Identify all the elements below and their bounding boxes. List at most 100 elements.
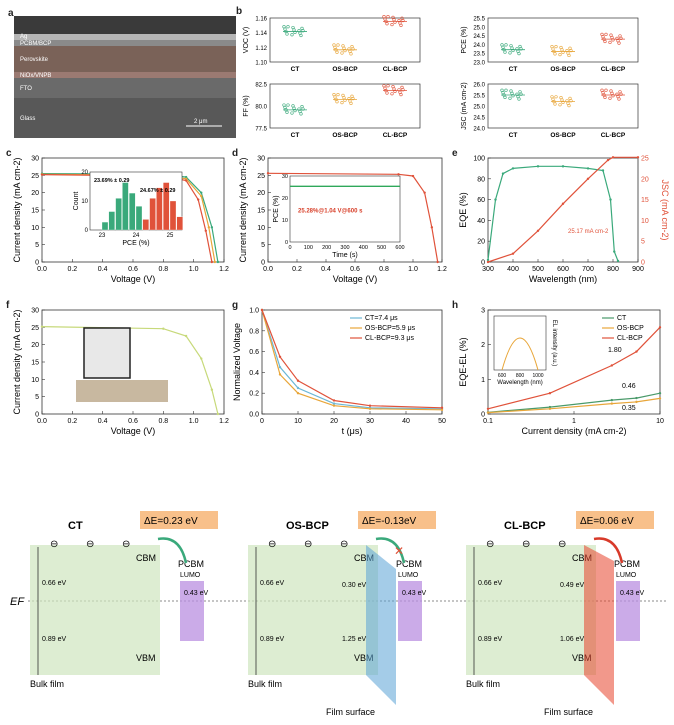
- g-xtick-label: 10: [294, 418, 302, 425]
- panel-d: d 0.0 0.2 0.4 0.6 0.8 1.0 1.2 0 5 10 15 20 25 30 Volta…: [232, 148, 452, 298]
- b-ff-dot: [351, 96, 355, 101]
- c-series-point: [184, 177, 188, 180]
- b-voc-category: CL-BCP: [383, 66, 408, 73]
- b-ff-category: CL-BCP: [383, 132, 408, 139]
- h-xtick-label: 0.1: [483, 418, 493, 425]
- b-pce-dot: [504, 43, 508, 47]
- b-jsc-category: CT: [509, 132, 518, 139]
- b-ff-dot: [290, 111, 294, 115]
- panel-h: h 0.1 1 10 0 1 2 3 Current density (mA cm-2) EQE…: [452, 300, 670, 452]
- c-series-point: [184, 179, 188, 182]
- b-pce-dot: [619, 36, 623, 40]
- g-legend-label: CL-BCP=9.3 μs: [365, 335, 414, 342]
- h-inset-xtick: 1000: [532, 373, 543, 379]
- h-series-point: [548, 392, 552, 395]
- c-series-point: [200, 191, 203, 194]
- g-ytick-label: 1.0: [249, 308, 259, 315]
- b-voc-dot: [349, 52, 353, 56]
- b-ff-dot: [401, 88, 405, 92]
- d-ytick-label: 30: [257, 156, 265, 163]
- g-xtick-label: 30: [366, 418, 374, 425]
- b-jsc-dot: [619, 92, 623, 96]
- band-transfer-arrow: [375, 537, 406, 564]
- b-jsc-dot: [553, 102, 557, 106]
- b-voc-dot: [393, 20, 397, 24]
- c-series-point: [210, 260, 214, 264]
- c-ytick-label: 20: [31, 190, 39, 197]
- band-electron-icon: ⊖: [340, 539, 348, 550]
- f-ytick-label: 30: [31, 308, 39, 315]
- b-voc-dot: [290, 33, 294, 37]
- g-ytick-label: 0.2: [249, 391, 259, 398]
- c-series-point: [184, 175, 188, 179]
- sem-layer-glass: Glass: [20, 116, 35, 122]
- band-top-value: 0.66 eV: [260, 580, 284, 587]
- panel-c: c 0.0 0.2 0.4 0.6 0.8 1.0 1.2 0 5 10 15 20 25 30 Volta…: [6, 148, 234, 298]
- h-legend-label: OS-BCP: [617, 325, 644, 332]
- band-de-box: [140, 511, 218, 529]
- band-electron-icon: ⊖: [486, 539, 494, 550]
- e-eqe-series-point: [494, 198, 497, 201]
- e-eqe-series-point: [609, 198, 612, 201]
- g-xtick-label: 20: [330, 418, 338, 425]
- e-eqe-series-point: [613, 250, 616, 253]
- band-bottom-value: 0.89 eV: [478, 636, 502, 643]
- c-series-point: [204, 229, 207, 232]
- band-electron-icon: ⊖: [86, 539, 94, 550]
- b-voc-category: OS-BCP: [332, 66, 358, 73]
- d-xtick-label: 1.0: [408, 266, 418, 273]
- panel-g-chart: 0 10 20 30 40 50 0.0 0.2 0.4 0.6 0.8 1.0 t (μs) Norma…: [232, 308, 446, 437]
- band-electron-icon: ⊖: [122, 539, 130, 550]
- b-pce-dot: [558, 53, 562, 57]
- c-inset-bar: [122, 182, 129, 231]
- b-jsc-dot: [503, 95, 507, 99]
- e-xtick-label: 900: [632, 266, 644, 273]
- e-xtick-label: 700: [582, 266, 594, 273]
- band-bulk-label: Bulk film: [466, 679, 500, 689]
- b-jsc-dot: [603, 95, 607, 99]
- d-inset-ytick: 10: [282, 218, 288, 224]
- b-jsc-ytick-label: 25.5: [473, 94, 485, 100]
- d-inset-ytick: 30: [282, 174, 288, 180]
- h-xtick-label: 1: [572, 418, 576, 425]
- f-series-point: [40, 325, 44, 328]
- d-inset-ytick: 0: [285, 240, 288, 246]
- g-legend-label: OS-BCP=5.9 μs: [365, 325, 416, 332]
- e-annotation: 25.17 mA cm-2: [568, 229, 609, 235]
- g-series-point: [332, 399, 336, 402]
- d-inset-xtick: 600: [395, 245, 404, 251]
- g-xlabel: t (μs): [342, 426, 363, 436]
- g-legend-label: CT=7.4 μs: [365, 315, 398, 322]
- d-ytick-label: 5: [261, 242, 265, 249]
- b-pce-dot: [561, 50, 565, 54]
- panel-b-plots: 1.16 1.14 1.12 1.10 VOC (V) CT OS-BCP CL-BCP 25.…: [243, 14, 639, 139]
- g-ytick-label: 0.8: [249, 328, 259, 335]
- b-voc-dot: [299, 33, 303, 38]
- g-xtick-label: 0: [260, 418, 264, 425]
- b-ff-dot: [393, 89, 397, 93]
- b-jsc-dot: [611, 94, 615, 98]
- b-jsc-dot: [567, 103, 571, 108]
- e-eqe-series-point: [601, 169, 605, 172]
- d-inset-xtick: 500: [377, 245, 386, 251]
- band-vbm-label: VBM: [136, 653, 156, 663]
- band-de-label: ΔE=-0.13eV: [362, 516, 417, 527]
- b-pce-dot: [519, 47, 523, 51]
- b-ff-dot: [286, 103, 290, 107]
- sem-layer-fto: FTO: [20, 86, 32, 92]
- panel-e: e 300 400 500 600 700 800 900 0 20 40 60 80 100 Wavel…: [452, 148, 670, 298]
- b-pce-dot: [503, 50, 507, 54]
- band-pcbm-label: PCBM: [178, 559, 204, 569]
- h-annotation-1: 1.80: [608, 347, 622, 354]
- band-bottom-value: 0.89 eV: [42, 636, 66, 643]
- e-jsc-series-point: [511, 252, 515, 255]
- b-jsc-dot: [558, 103, 562, 107]
- f-series-point: [210, 388, 214, 391]
- f-ytick-label: 10: [31, 377, 39, 384]
- h-xtick-label: 10: [656, 418, 664, 425]
- c-inset-bar: [135, 206, 143, 231]
- b-pce-ytick-label: 23.0: [473, 61, 485, 67]
- band-lumo-label: LUMO: [398, 572, 419, 579]
- b-ff-category: CT: [291, 132, 300, 139]
- c-xtick-label: 1.0: [189, 266, 199, 273]
